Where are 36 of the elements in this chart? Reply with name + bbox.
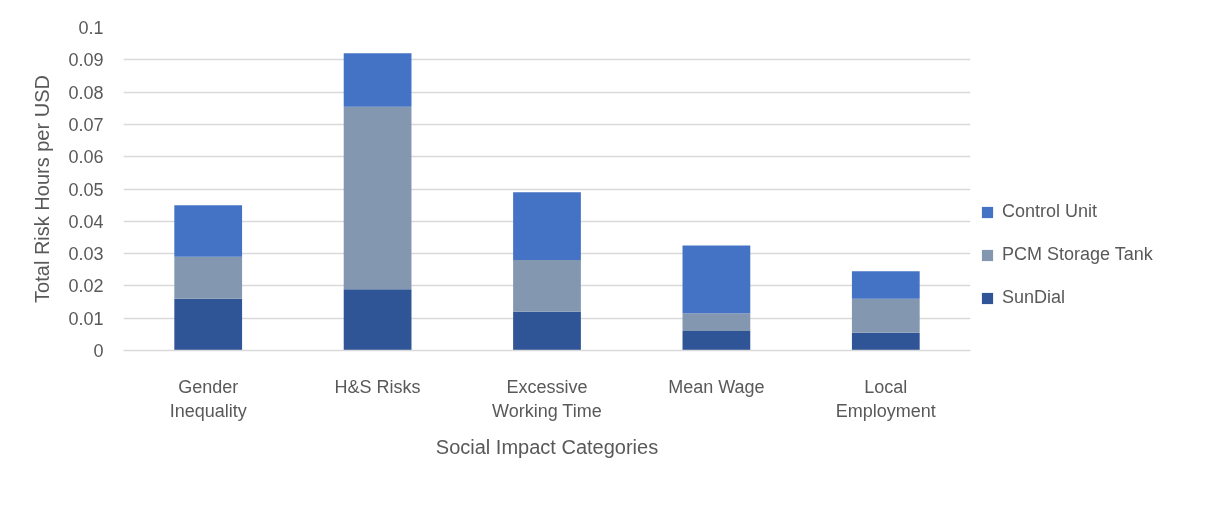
x-tick-label: Local Employment: [835, 376, 936, 421]
legend-label: PCM Storage Tank: [1002, 244, 1153, 265]
bar: [513, 311, 581, 351]
bar: [343, 53, 412, 107]
y-tick-label: 0.03: [68, 244, 104, 265]
y-tick-label: 0.04: [68, 211, 104, 232]
bar: [343, 289, 412, 351]
bar: [851, 298, 920, 333]
y-tick-label: 0.08: [68, 82, 104, 103]
legend-label: Control Unit: [1002, 201, 1098, 222]
bar: [682, 313, 751, 332]
bar: [851, 271, 920, 299]
y-tick-label: 0.07: [68, 114, 104, 135]
bar: [513, 192, 581, 261]
y-tick-label: 0.02: [68, 276, 104, 297]
bar: [851, 332, 920, 351]
bar: [174, 205, 243, 257]
y-tick-label: 0.05: [68, 179, 104, 200]
x-tick-label: Excessive Working Time: [491, 376, 602, 421]
y-tick-label: 0.06: [68, 147, 104, 168]
y-axis-title: Total Risk Hours per USD: [31, 75, 54, 303]
y-tick-label: 0.1: [78, 18, 104, 38]
bar: [682, 331, 751, 351]
x-tick-label: Gender Inequality: [169, 376, 247, 421]
bar: [682, 245, 751, 314]
legend-label: SunDial: [1002, 287, 1066, 308]
bar: [174, 256, 243, 299]
bar: [513, 260, 581, 312]
y-tick-label: 0.09: [68, 50, 104, 71]
x-tick-label: H&S Risks: [334, 376, 421, 397]
bar: [174, 298, 243, 351]
x-axis-title: Social Impact Categories: [435, 435, 659, 458]
y-tick-label: 0: [93, 341, 104, 361]
y-tick-label: 0.01: [68, 308, 104, 329]
bar: [343, 106, 412, 290]
x-tick-label: Mean Wage: [668, 376, 765, 397]
